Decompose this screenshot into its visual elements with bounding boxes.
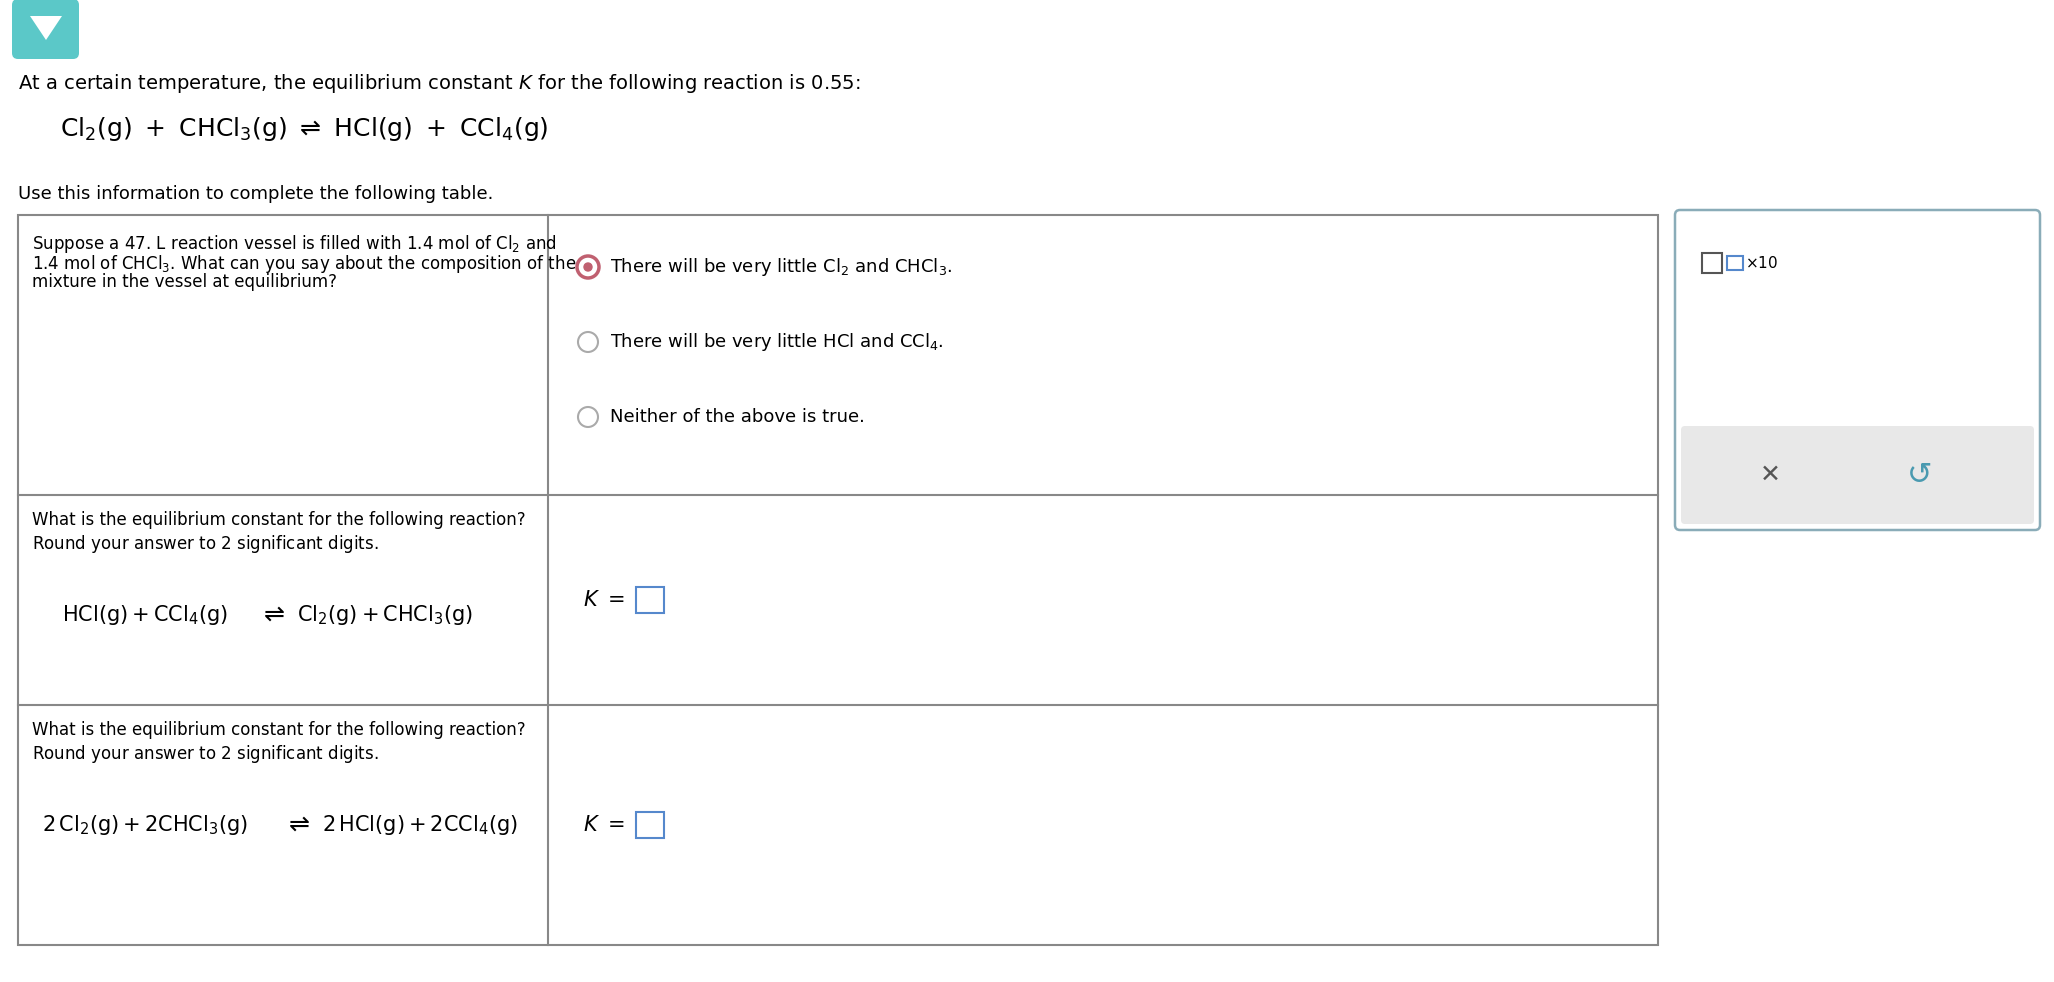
Text: At a certain temperature, the equilibrium constant $K$ for the following reactio: At a certain temperature, the equilibriu… [18,72,861,95]
Text: mixture in the vessel at equilibrium?: mixture in the vessel at equilibrium? [33,273,337,291]
Text: There will be very little HCl and CCl$_4$.: There will be very little HCl and CCl$_4… [610,331,943,353]
Bar [18,215,1658,945]
Bar [1727,256,1744,270]
Text: Round your answer to $2$ significant digits.: Round your answer to $2$ significant dig… [33,743,378,765]
Text: $\rightleftharpoons$: $\rightleftharpoons$ [259,603,286,627]
Text: What is the equilibrium constant for the following reaction?: What is the equilibrium constant for the… [33,721,526,739]
Text: What is the equilibrium constant for the following reaction?: What is the equilibrium constant for the… [33,511,526,529]
Polygon shape [31,16,62,40]
Circle shape [583,263,592,271]
Bar [637,587,663,613]
Bar [637,812,663,838]
FancyBboxPatch shape [1674,210,2040,530]
Bar [1703,253,1721,273]
Text: $\mathrm{2\,Cl_2(g)+2CHCl_3(g)}$: $\mathrm{2\,Cl_2(g)+2CHCl_3(g)}$ [41,813,249,837]
Text: 1.4 mol of CHCl$_3$. What can you say about the composition of the: 1.4 mol of CHCl$_3$. What can you say ab… [33,253,577,275]
Text: $\times 10$: $\times 10$ [1746,255,1779,271]
Text: $\mathrm{HCl(g)+CCl_4(g)}$: $\mathrm{HCl(g)+CCl_4(g)}$ [62,603,228,627]
Text: $\mathrm{Cl_2(g)+CHCl_3(g)}$: $\mathrm{Cl_2(g)+CHCl_3(g)}$ [298,603,472,627]
Text: Suppose a 47. L reaction vessel is filled with 1.4 mol of Cl$_2$ and: Suppose a 47. L reaction vessel is fille… [33,233,557,255]
FancyBboxPatch shape [1680,426,2033,524]
Text: $K\ =$: $K\ =$ [583,590,624,610]
FancyBboxPatch shape [12,0,78,59]
Text: ✕: ✕ [1760,463,1781,487]
Text: Use this information to complete the following table.: Use this information to complete the fol… [18,185,493,203]
Text: Round your answer to $2$ significant digits.: Round your answer to $2$ significant dig… [33,533,378,555]
Text: $\rightleftharpoons$: $\rightleftharpoons$ [283,813,310,837]
Text: $K\ =$: $K\ =$ [583,815,624,835]
Text: Neither of the above is true.: Neither of the above is true. [610,408,865,426]
Text: There will be very little Cl$_2$ and CHCl$_3$.: There will be very little Cl$_2$ and CHC… [610,256,953,278]
Text: ↺: ↺ [1908,461,1933,489]
Text: $\mathrm{Cl_2(g)\ +\ CHCl_3(g)\ \rightleftharpoons\ HCl(g)\ +\ CCl_4(g)}$: $\mathrm{Cl_2(g)\ +\ CHCl_3(g)\ \rightle… [60,115,548,143]
Text: $\mathrm{2\,HCl(g)+2CCl_4(g)}$: $\mathrm{2\,HCl(g)+2CCl_4(g)}$ [322,813,518,837]
